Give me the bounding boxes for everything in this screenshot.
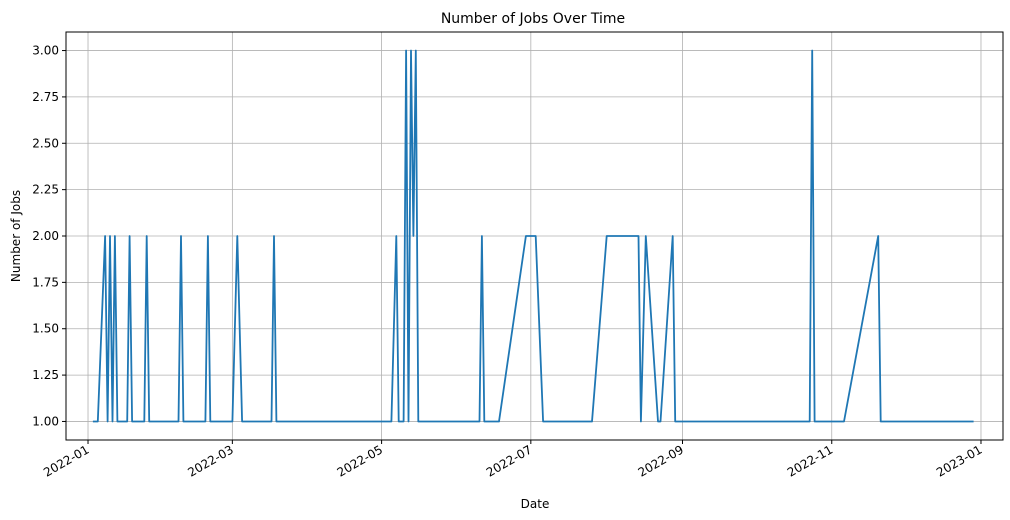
series-line bbox=[92, 49, 974, 423]
y-tick-label: 1.50 bbox=[32, 322, 59, 336]
y-tick-label: 2.25 bbox=[32, 183, 59, 197]
x-tick-label: 2022-11 bbox=[785, 442, 835, 479]
x-tick-label: 2022-01 bbox=[41, 442, 91, 479]
x-tick-label: 2022-03 bbox=[185, 442, 235, 479]
y-tick-label: 1.00 bbox=[32, 414, 59, 428]
chart-title: Number of Jobs Over Time bbox=[441, 11, 625, 27]
x-tick-label: 2022-07 bbox=[484, 442, 534, 479]
x-axis-title: Date bbox=[521, 497, 550, 511]
y-tick-label: 2.50 bbox=[32, 136, 59, 150]
y-axis: 1.00 1.25 1.50 1.75 2.00 2.25 2.50 2.75 3.00 bbox=[32, 44, 66, 428]
y-axis-title: Number of Jobs bbox=[9, 190, 23, 282]
x-tick-label: 2023-01 bbox=[934, 442, 984, 479]
y-tick-label: 1.25 bbox=[32, 368, 59, 382]
x-axis: 2022-01 2022-03 2022-05 2022-07 2022-09 2022-… bbox=[41, 440, 984, 480]
y-tick-label: 2.00 bbox=[32, 229, 59, 243]
y-tick-label: 2.75 bbox=[32, 90, 59, 104]
x-tick-label: 2022-05 bbox=[335, 442, 385, 479]
y-tick-label: 1.75 bbox=[32, 275, 59, 289]
series-group bbox=[92, 49, 974, 423]
x-tick-label: 2022-09 bbox=[636, 442, 686, 479]
y-tick-label: 3.00 bbox=[32, 44, 59, 58]
